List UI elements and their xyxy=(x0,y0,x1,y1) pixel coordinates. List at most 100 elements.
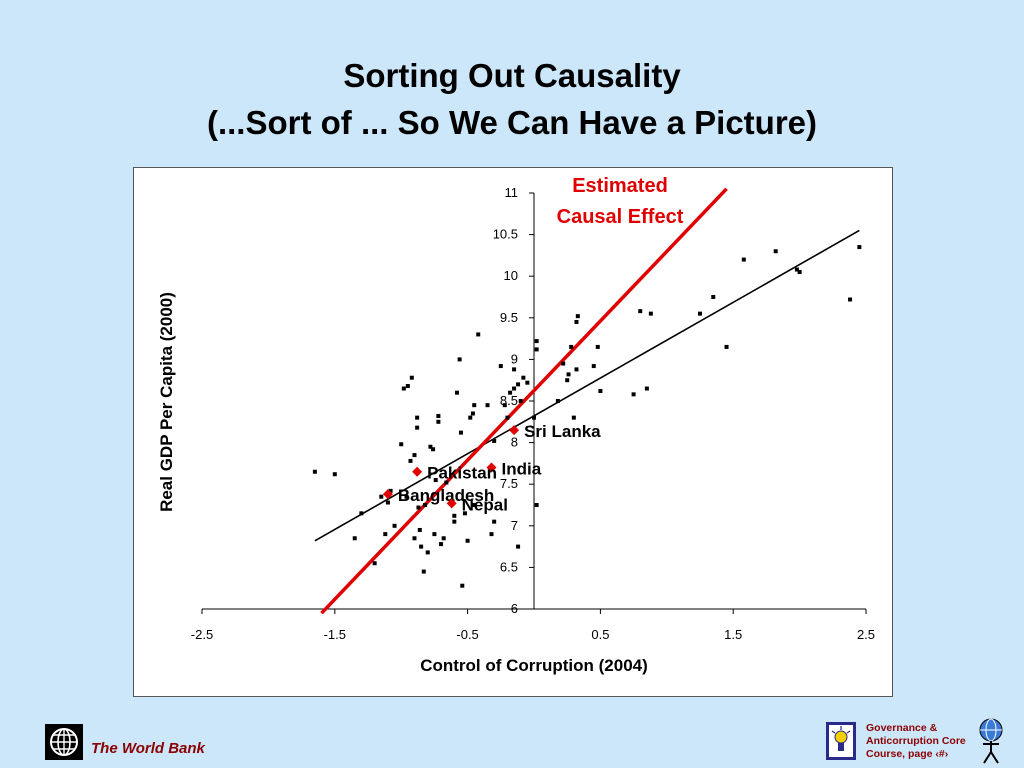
country-label: Pakistan xyxy=(427,464,497,483)
x-tick-label: 0.5 xyxy=(591,627,609,642)
scatter-chart: -2.5 -1.5 -0.5 0.5 1.5 2.5 6 6.5 7 7.5 8 8.5 9 9.5 10 1… xyxy=(157,175,875,675)
slide-title: Sorting Out Causality (...Sort of ... So… xyxy=(0,52,1024,146)
data-point xyxy=(848,297,853,302)
x-tick-label: 2.5 xyxy=(857,627,875,642)
data-point xyxy=(436,413,441,418)
data-point xyxy=(452,513,457,518)
data-point xyxy=(436,419,441,424)
data-point xyxy=(415,425,420,430)
data-point xyxy=(412,453,417,458)
data-point xyxy=(797,270,802,275)
data-point xyxy=(631,392,636,397)
data-point xyxy=(521,375,526,380)
data-point xyxy=(534,347,539,352)
data-point xyxy=(425,550,430,555)
data-point xyxy=(433,478,438,483)
data-point xyxy=(444,480,449,485)
data-point xyxy=(454,390,459,395)
country-label: India xyxy=(502,460,542,479)
data-point xyxy=(392,523,397,528)
data-point xyxy=(492,519,497,524)
highlight-point xyxy=(412,466,423,477)
course-line-2: Anticorruption Core xyxy=(866,735,966,747)
data-point xyxy=(571,415,576,420)
data-point xyxy=(485,403,490,408)
data-point xyxy=(598,389,603,394)
data-point xyxy=(508,390,513,395)
country-label: Sri Lanka xyxy=(524,422,601,441)
highlight-point xyxy=(446,498,457,509)
y-tick-label: 6.5 xyxy=(500,559,518,574)
data-point xyxy=(724,344,729,349)
data-point xyxy=(574,319,579,324)
data-point xyxy=(416,505,421,510)
data-point xyxy=(773,249,778,254)
data-point xyxy=(516,382,521,387)
data-point xyxy=(492,438,497,443)
data-point xyxy=(561,361,566,366)
x-axis-title: Control of Corruption (2004) xyxy=(420,656,648,675)
y-tick-label: 7.5 xyxy=(500,476,518,491)
data-point xyxy=(698,311,702,316)
data-point xyxy=(432,532,437,537)
data-point xyxy=(457,357,462,362)
y-tick-label: 6 xyxy=(511,601,518,616)
data-point xyxy=(465,538,470,543)
data-point xyxy=(575,314,580,319)
data-point xyxy=(472,503,477,507)
data-point xyxy=(408,458,413,463)
globe-figure-icon xyxy=(979,718,1003,764)
data-point xyxy=(441,536,446,541)
data-point xyxy=(458,430,463,435)
data-point xyxy=(404,494,409,499)
data-point xyxy=(312,469,317,474)
data-point xyxy=(385,500,390,505)
data-point xyxy=(431,447,436,452)
y-tick-label: 8 xyxy=(511,435,518,450)
data-point xyxy=(555,399,560,403)
data-point xyxy=(472,403,477,408)
data-point xyxy=(419,544,424,549)
causal-effect-line xyxy=(320,187,728,615)
data-point xyxy=(565,378,570,383)
y-tick-label: 9.5 xyxy=(500,310,518,325)
x-tick-label: -2.5 xyxy=(191,627,213,642)
y-tick-label: 7 xyxy=(511,518,518,533)
data-point xyxy=(857,245,862,250)
regression-line xyxy=(314,229,860,542)
highlight-point xyxy=(382,489,393,500)
course-line-1: Governance & xyxy=(866,722,938,734)
data-point xyxy=(423,503,428,507)
title-line-2: (...Sort of ... So We Can Have a Picture… xyxy=(206,104,818,141)
data-point xyxy=(388,488,393,493)
data-point xyxy=(405,384,410,389)
country-label: Bangladesh xyxy=(398,486,494,505)
data-point xyxy=(470,411,475,416)
data-point xyxy=(644,386,649,391)
y-tick-label: 11 xyxy=(505,185,519,200)
data-point xyxy=(421,569,426,574)
data-point xyxy=(648,311,653,316)
data-point xyxy=(741,257,746,262)
data-point xyxy=(417,527,422,532)
data-point xyxy=(359,511,364,516)
data-point xyxy=(489,532,494,537)
highlight-point xyxy=(509,425,520,436)
data-point xyxy=(534,503,539,507)
data-point xyxy=(574,367,579,372)
data-point xyxy=(439,542,444,547)
data-point xyxy=(379,494,384,499)
data-point xyxy=(372,561,377,566)
data-point xyxy=(399,442,404,447)
data-point xyxy=(502,403,507,408)
y-tick-label: 9 xyxy=(511,351,518,366)
organization-name: The World Bank xyxy=(91,740,205,757)
data-point xyxy=(412,536,417,541)
data-point xyxy=(591,364,596,369)
data-point xyxy=(516,544,521,549)
world-bank-logo xyxy=(45,724,83,760)
course-logo-icon xyxy=(826,722,856,760)
annotation-line-1: Estimated xyxy=(572,175,668,197)
data-point xyxy=(468,415,473,420)
x-tick-label: -1.5 xyxy=(324,627,346,642)
